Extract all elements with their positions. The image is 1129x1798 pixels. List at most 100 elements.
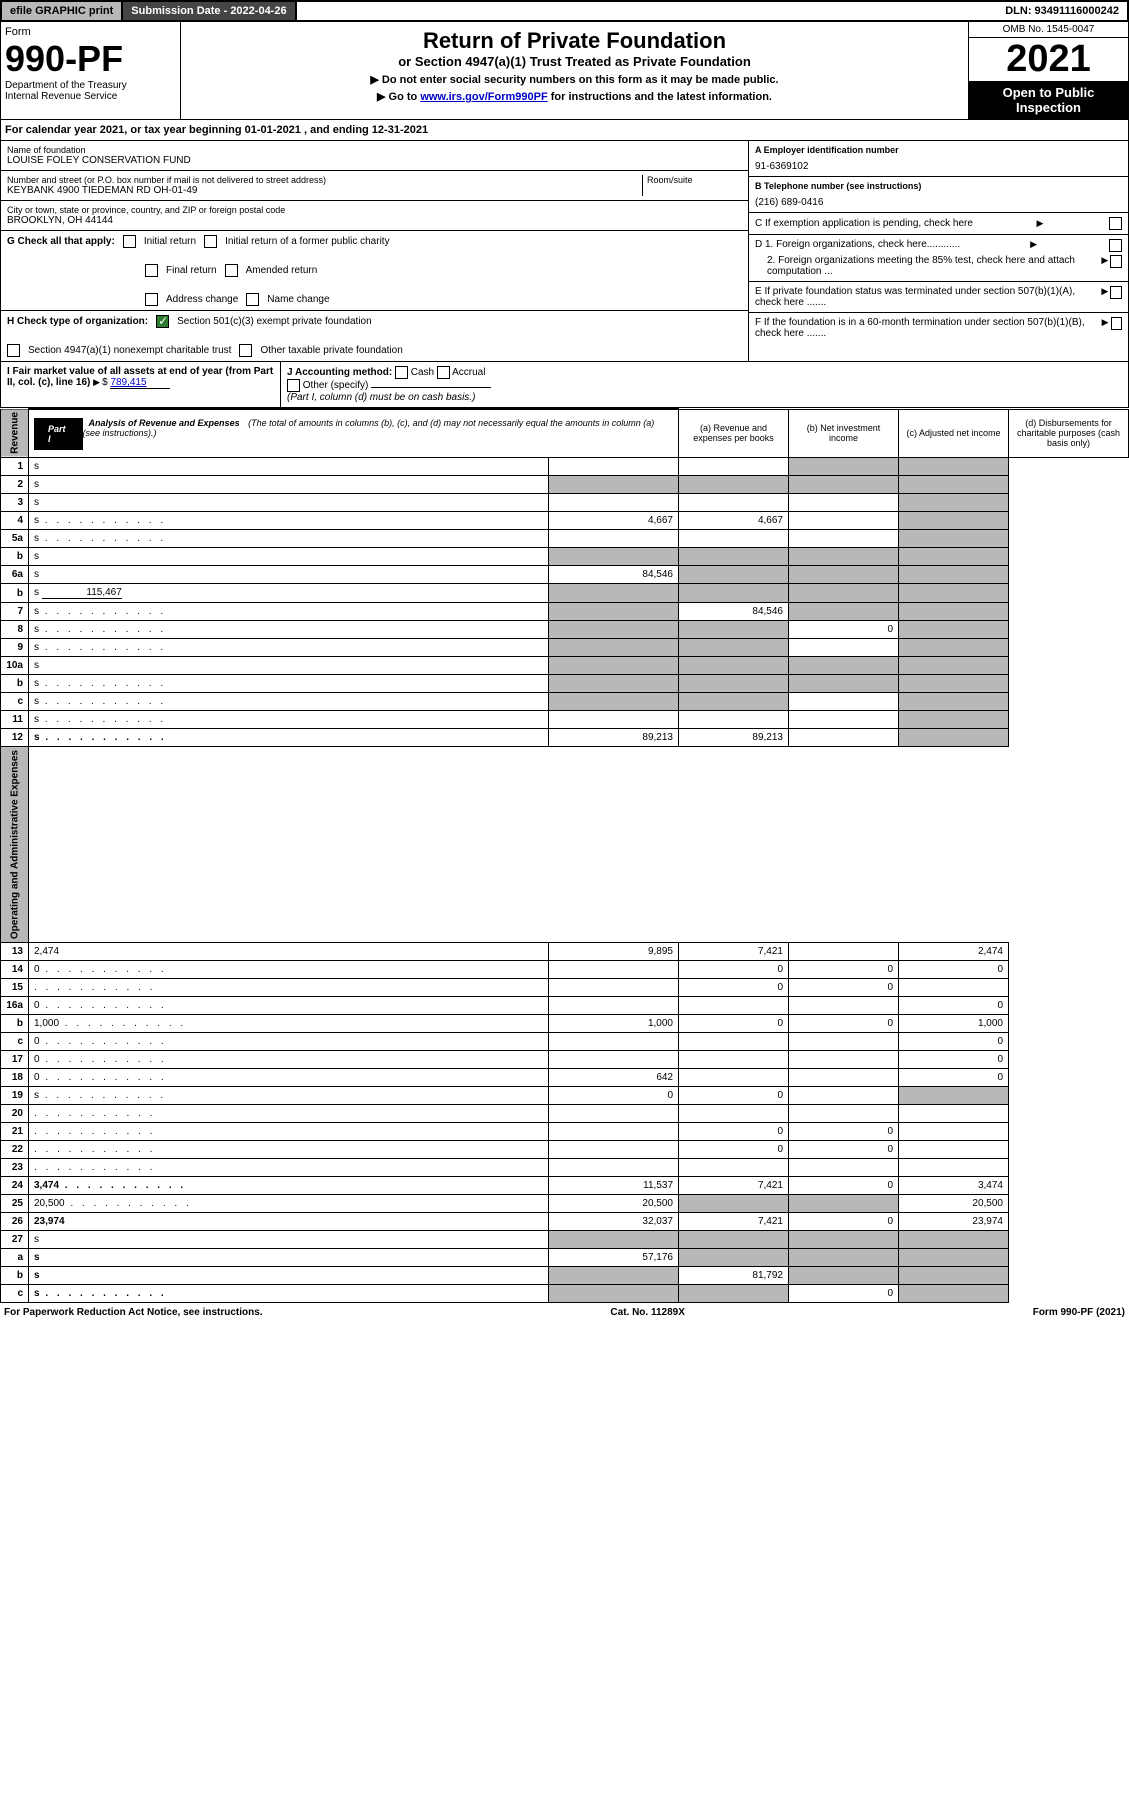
cash-checkbox[interactable] (395, 366, 408, 379)
table-row: 243,47411,5377,42103,474 (1, 1177, 1129, 1195)
table-row: b1,0001,000001,000 (1, 1015, 1129, 1033)
submission-date: Submission Date - 2022-04-26 (123, 2, 296, 20)
other-method-checkbox[interactable] (287, 379, 300, 392)
accrual-checkbox[interactable] (437, 366, 450, 379)
e-label: E If private foundation status was termi… (755, 286, 1101, 308)
table-row: 16a00 (1, 997, 1129, 1015)
initial-former-checkbox[interactable] (204, 235, 217, 248)
line-22-desc (29, 1141, 549, 1159)
line-20-desc (29, 1105, 549, 1123)
line-c-desc: s (29, 1285, 549, 1303)
foreign-org-checkbox[interactable] (1109, 239, 1122, 252)
line-17-desc: 0 (29, 1051, 549, 1069)
form-subtitle: or Section 4947(a)(1) Trust Treated as P… (187, 54, 962, 69)
efile-print-button[interactable]: efile GRAPHIC print (2, 2, 123, 20)
dln: DLN: 93491116000242 (997, 2, 1127, 20)
form-note1: ▶ Do not enter social security numbers o… (187, 73, 962, 86)
d2-label: 2. Foreign organizations meeting the 85%… (755, 255, 1101, 277)
form-header: Form 990-PF Department of the Treasury I… (0, 22, 1129, 120)
line-14-desc: 0 (29, 961, 549, 979)
line-7-desc: s (29, 603, 549, 621)
form990pf-link[interactable]: www.irs.gov/Form990PF (420, 91, 547, 103)
line-4-desc: s (29, 512, 549, 530)
col-b-header: (b) Net investment income (789, 409, 899, 458)
dept-treasury: Department of the Treasury (5, 80, 176, 91)
status-terminated-checkbox[interactable] (1110, 286, 1122, 299)
table-row: 11s (1, 711, 1129, 729)
part1-table: Revenue Part I Analysis of Revenue and E… (0, 408, 1129, 1303)
table-row: as57,176 (1, 1249, 1129, 1267)
addr-label: Number and street (or P.O. box number if… (7, 175, 642, 185)
501c3-checkbox[interactable] (156, 315, 169, 328)
calendar-year-line: For calendar year 2021, or tax year begi… (0, 120, 1129, 141)
tel-label: B Telephone number (see instructions) (755, 181, 1122, 191)
amended-return-checkbox[interactable] (225, 264, 238, 277)
form-title: Return of Private Foundation (187, 28, 962, 54)
table-row: cs (1, 693, 1129, 711)
col-c-header: (c) Adjusted net income (899, 409, 1009, 458)
form-note2: ▶ Go to www.irs.gov/Form990PF for instru… (187, 90, 962, 103)
table-row: 2s (1, 476, 1129, 494)
line-a-desc: s (29, 1249, 549, 1267)
line-25-desc: 20,500 (29, 1195, 549, 1213)
table-row: 27s (1, 1231, 1129, 1249)
tax-year: 2021 (969, 38, 1128, 81)
city-label: City or town, state or province, country… (7, 205, 742, 215)
line-9-desc: s (29, 639, 549, 657)
g-label: G Check all that apply: (7, 236, 115, 247)
line-5a-desc: s (29, 530, 549, 548)
address-change-checkbox[interactable] (145, 293, 158, 306)
exemption-pending-checkbox[interactable] (1109, 217, 1122, 230)
expenses-label: Operating and Administrative Expenses (1, 747, 29, 943)
line-8-desc: s (29, 621, 549, 639)
final-return-checkbox[interactable] (145, 264, 158, 277)
table-row: 10as (1, 657, 1129, 675)
line-21-desc (29, 1123, 549, 1141)
ein-value: 91-6369102 (755, 161, 1122, 172)
table-row: 2520,50020,50020,500 (1, 1195, 1129, 1213)
line-1-desc: s (29, 458, 549, 476)
table-row: 8s0 (1, 621, 1129, 639)
table-row: 1700 (1, 1051, 1129, 1069)
table-row: 1s (1, 458, 1129, 476)
omb-number: OMB No. 1545-0047 (969, 22, 1128, 38)
foundation-address: KEYBANK 4900 TIEDEMAN RD OH-01-49 (7, 185, 642, 196)
name-label: Name of foundation (7, 145, 742, 155)
other-taxable-checkbox[interactable] (239, 344, 252, 357)
table-row: 6as84,546 (1, 566, 1129, 584)
table-row: bs (1, 675, 1129, 693)
irs-label: Internal Revenue Service (5, 91, 176, 102)
col-a-header: (a) Revenue and expenses per books (679, 409, 789, 458)
table-row: 5as (1, 530, 1129, 548)
line-23-desc (29, 1159, 549, 1177)
foreign-85-checkbox[interactable] (1110, 255, 1122, 268)
line-16a-desc: 0 (29, 997, 549, 1015)
line-12-desc: s (29, 729, 549, 747)
table-row: 1500 (1, 979, 1129, 997)
page-footer: For Paperwork Reduction Act Notice, see … (0, 1303, 1129, 1322)
room-label: Room/suite (647, 175, 742, 185)
4947a1-checkbox[interactable] (7, 344, 20, 357)
table-row: 132,4749,8957,4212,474 (1, 943, 1129, 961)
paperwork-notice: For Paperwork Reduction Act Notice, see … (4, 1307, 263, 1318)
line-b-desc: 1,000 (29, 1015, 549, 1033)
fmv-link[interactable]: 789,415 (110, 377, 170, 389)
line-11-desc: s (29, 711, 549, 729)
table-row: 7s84,546 (1, 603, 1129, 621)
line-3-desc: s (29, 494, 549, 512)
table-row: 2100 (1, 1123, 1129, 1141)
entity-info: Name of foundation LOUISE FOLEY CONSERVA… (0, 141, 1129, 362)
table-row: 140000 (1, 961, 1129, 979)
part1-badge: Part I (34, 418, 83, 450)
open-inspection-badge: Open to Public Inspection (969, 81, 1128, 119)
table-row: 19s00 (1, 1087, 1129, 1105)
60month-checkbox[interactable] (1111, 317, 1122, 330)
name-change-checkbox[interactable] (246, 293, 259, 306)
line-15-desc (29, 979, 549, 997)
initial-return-checkbox[interactable] (123, 235, 136, 248)
line-27-desc: s (29, 1231, 549, 1249)
c-label: C If exemption application is pending, c… (755, 218, 973, 229)
line-18-desc: 0 (29, 1069, 549, 1087)
table-row: c00 (1, 1033, 1129, 1051)
line-2-desc: s (29, 476, 549, 494)
